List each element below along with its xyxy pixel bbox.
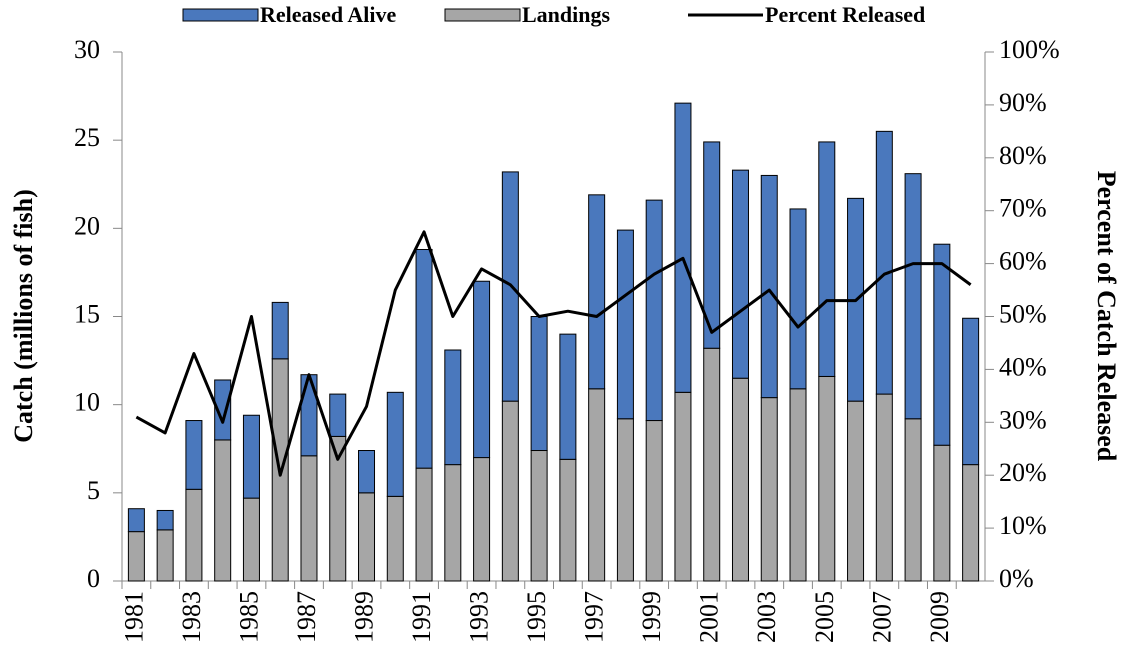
bar-segment xyxy=(674,391,692,582)
bar-segment xyxy=(760,174,778,399)
y2-tick-label: 90% xyxy=(999,88,1047,117)
bar-segment xyxy=(473,457,491,582)
y2-tick-label: 30% xyxy=(999,405,1047,434)
y-tick-label: 25 xyxy=(74,123,100,152)
bar-segment xyxy=(645,199,663,422)
bar-segment xyxy=(415,467,433,582)
legend-label: Percent Released xyxy=(765,2,925,27)
legend-swatch xyxy=(182,8,259,22)
bar-segment xyxy=(271,301,289,360)
bar-segment xyxy=(616,229,634,420)
bar-segment xyxy=(760,397,778,582)
x-tick-label: 2007 xyxy=(867,591,896,643)
bar-segment xyxy=(933,444,951,582)
bar-segment xyxy=(444,464,462,582)
bar-segment xyxy=(127,508,145,533)
y2-tick-label: 100% xyxy=(999,35,1060,64)
y2-tick-label: 80% xyxy=(999,141,1047,170)
bar-segment xyxy=(962,317,980,466)
bar-segment xyxy=(242,414,260,499)
x-tick-label: 2009 xyxy=(925,591,954,643)
bar-segment xyxy=(386,495,404,582)
bar-segment xyxy=(358,450,376,494)
x-tick-label: 1985 xyxy=(234,591,263,643)
bar-segment xyxy=(530,450,548,582)
bar-segment xyxy=(329,393,347,437)
bar-segment xyxy=(674,102,692,393)
bar-segment xyxy=(962,464,980,582)
y2-tick-label: 60% xyxy=(999,247,1047,276)
bar-segment xyxy=(559,333,577,460)
y2-tick-label: 40% xyxy=(999,352,1047,381)
bar-segment xyxy=(185,488,203,582)
bar-segment xyxy=(386,391,404,497)
bar-segment xyxy=(904,418,922,582)
bar-segment xyxy=(789,388,807,582)
bar-segment xyxy=(559,458,577,582)
bar-segment xyxy=(616,418,634,582)
bar-segment xyxy=(588,388,606,582)
bar-segment xyxy=(645,420,663,582)
legend-swatch xyxy=(444,8,521,22)
bar-segment xyxy=(214,439,232,582)
bar-segment xyxy=(415,248,433,469)
y-tick-label: 10 xyxy=(74,388,100,417)
y-tick-label: 0 xyxy=(87,564,100,593)
bar-segment xyxy=(875,130,893,395)
y-tick-label: 15 xyxy=(74,299,100,328)
bar-segment xyxy=(588,194,606,390)
x-tick-label: 1981 xyxy=(119,591,148,643)
bar-segment xyxy=(703,347,721,582)
y2-tick-label: 0% xyxy=(999,564,1034,593)
line xyxy=(135,230,972,477)
bar-segment xyxy=(156,529,174,582)
bar-segment xyxy=(818,141,836,377)
bar-segment xyxy=(703,141,721,349)
bar-segment xyxy=(847,400,865,582)
legend-label: Released Alive xyxy=(260,2,396,27)
bar-segment xyxy=(127,531,145,582)
bar-segment xyxy=(156,509,174,531)
x-tick-label: 1991 xyxy=(407,591,436,643)
x-tick-label: 2003 xyxy=(752,591,781,643)
bar-segment xyxy=(731,377,749,582)
bar-segment xyxy=(242,497,260,582)
y-axis-title: Catch (millions of fish) xyxy=(9,189,38,443)
x-tick-label: 2001 xyxy=(695,591,724,643)
bar-segment xyxy=(731,169,749,379)
y-tick-label: 5 xyxy=(87,476,100,505)
bar-segment xyxy=(501,400,519,582)
x-tick-label: 1993 xyxy=(465,591,494,643)
bar-segment xyxy=(185,420,203,490)
y-tick-label: 30 xyxy=(74,35,100,64)
bar-segment xyxy=(789,208,807,390)
bar-segment xyxy=(818,375,836,582)
y2-tick-label: 70% xyxy=(999,194,1047,223)
bar-segment xyxy=(473,280,491,459)
x-tick-label: 1983 xyxy=(177,591,206,643)
x-tick-label: 1997 xyxy=(580,591,609,643)
bar-segment xyxy=(300,455,318,582)
y2-tick-label: 50% xyxy=(999,299,1047,328)
x-tick-label: 1995 xyxy=(522,591,551,643)
x-tick-label: 1989 xyxy=(349,591,378,643)
y2-axis-title: Percent of Catch Released xyxy=(1092,171,1121,462)
bar-segment xyxy=(875,393,893,582)
x-tick-label: 2005 xyxy=(810,591,839,643)
y-tick-label: 20 xyxy=(74,211,100,240)
legend-label: Landings xyxy=(522,2,610,27)
bar-segment xyxy=(933,243,951,446)
y2-tick-label: 10% xyxy=(999,511,1047,540)
bar-segment xyxy=(444,349,462,466)
bar-segment xyxy=(214,379,232,441)
bar-segment xyxy=(530,316,548,452)
x-tick-label: 1999 xyxy=(637,591,666,643)
bar-segment xyxy=(358,492,376,582)
bar-segment xyxy=(904,173,922,420)
x-tick-label: 1987 xyxy=(292,591,321,643)
y2-tick-label: 20% xyxy=(999,458,1047,487)
